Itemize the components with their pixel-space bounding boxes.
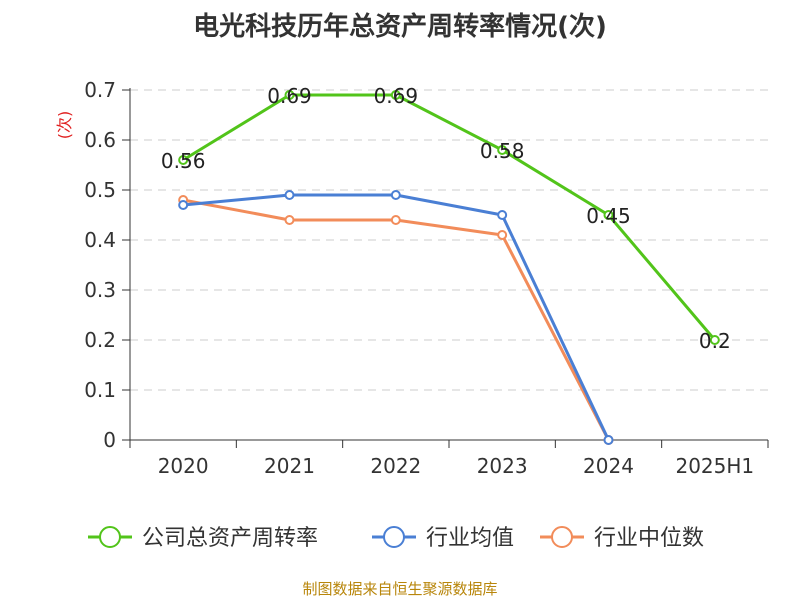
- y-tick-label: 0.3: [84, 278, 116, 302]
- data-point: [284, 215, 295, 225]
- data-point: [390, 90, 401, 100]
- x-tick-label: 2020: [158, 454, 209, 478]
- y-tick-label: 0.1: [84, 378, 116, 402]
- data-label: 0.69: [267, 84, 312, 108]
- data-point: [497, 230, 508, 240]
- data-point: [178, 155, 189, 165]
- y-tick-label: 0: [103, 428, 116, 452]
- data-label: 0.56: [161, 149, 206, 173]
- data-label: 0.58: [480, 139, 525, 163]
- legend-marker: [551, 526, 573, 548]
- data-point: [497, 210, 508, 220]
- data-point: [497, 145, 508, 155]
- legend-label: 行业均值: [426, 526, 514, 551]
- y-tick-label: 0.6: [84, 128, 116, 152]
- data-point: [603, 210, 614, 220]
- y-axis-unit: (次): [55, 111, 74, 140]
- y-tick-label: 0.4: [84, 228, 116, 252]
- data-label: 0.2: [699, 329, 731, 353]
- series-line: [182, 198, 610, 441]
- legend-marker: [383, 526, 405, 548]
- chart-title: 电光科技历年总资产周转率情况(次): [193, 12, 607, 42]
- legend-marker: [99, 526, 121, 548]
- y-tick-label: 0.5: [84, 178, 116, 202]
- data-point: [390, 215, 401, 225]
- legend-label: 公司总资产周转率: [142, 526, 318, 551]
- x-tick-label: 2024: [583, 454, 634, 478]
- data-point: [178, 200, 189, 210]
- x-tick-label: 2025H1: [675, 454, 754, 478]
- data-point: [390, 190, 401, 200]
- y-tick-label: 0.7: [84, 78, 116, 102]
- series-line: [182, 93, 716, 341]
- legend-label: 行业中位数: [594, 526, 704, 551]
- data-point: [709, 335, 720, 345]
- data-label: 0.69: [374, 84, 419, 108]
- data-point: [603, 435, 614, 445]
- y-tick-label: 0.2: [84, 328, 116, 352]
- x-tick-label: 2022: [370, 454, 421, 478]
- x-tick-label: 2021: [264, 454, 315, 478]
- data-source-note: 制图数据来自恒生聚源数据库: [302, 580, 498, 598]
- data-label: 0.45: [586, 204, 631, 228]
- x-tick-label: 2023: [477, 454, 528, 478]
- data-point: [284, 190, 295, 200]
- data-point: [284, 90, 295, 100]
